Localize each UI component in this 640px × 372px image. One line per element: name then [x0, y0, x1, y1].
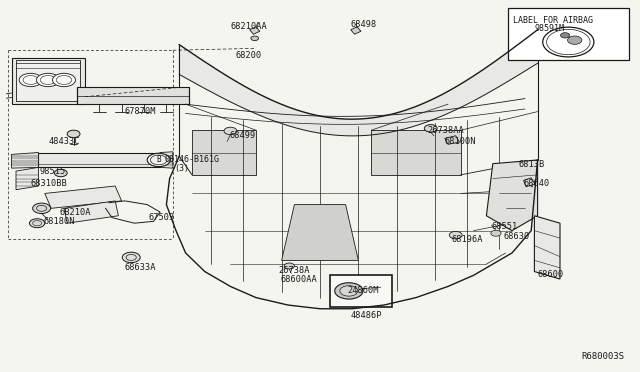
Polygon shape [16, 167, 38, 190]
Polygon shape [250, 27, 260, 34]
Text: 67870M: 67870M [125, 107, 156, 116]
Circle shape [29, 219, 45, 228]
Polygon shape [282, 205, 358, 260]
Text: 68210AA: 68210AA [230, 22, 267, 31]
Polygon shape [64, 201, 118, 223]
Circle shape [122, 252, 140, 263]
Circle shape [340, 286, 358, 296]
Circle shape [335, 283, 363, 299]
Text: R680003S: R680003S [581, 352, 624, 361]
Text: 68640: 68640 [524, 179, 550, 187]
Bar [371, 130, 461, 175]
Bar [508, 8, 629, 60]
Polygon shape [524, 178, 535, 187]
Text: 68499: 68499 [229, 131, 255, 140]
Polygon shape [45, 186, 122, 208]
Polygon shape [12, 153, 38, 168]
Bar [38, 153, 160, 167]
Text: (3): (3) [174, 164, 189, 173]
Text: 24860M: 24860M [348, 286, 379, 295]
Text: 68551: 68551 [492, 222, 518, 231]
Text: 68600AA: 68600AA [280, 275, 317, 284]
Circle shape [33, 203, 51, 214]
Circle shape [449, 231, 462, 239]
Circle shape [561, 33, 570, 38]
Text: 26738A: 26738A [278, 266, 310, 275]
Text: 68196A: 68196A [452, 235, 483, 244]
Text: 98515: 98515 [40, 167, 66, 176]
Text: 68310BB: 68310BB [31, 179, 67, 187]
Circle shape [54, 169, 67, 177]
Bar [330, 275, 392, 307]
Circle shape [52, 73, 76, 87]
Text: 98591M: 98591M [534, 24, 564, 33]
Polygon shape [445, 136, 460, 144]
Text: 6813B: 6813B [518, 160, 545, 169]
Circle shape [491, 230, 501, 236]
Text: 67503: 67503 [148, 213, 175, 222]
Circle shape [424, 125, 437, 132]
Circle shape [19, 73, 42, 87]
Circle shape [568, 36, 582, 44]
Text: LABEL FOR AIRBAG: LABEL FOR AIRBAG [513, 16, 593, 25]
Text: B: B [156, 155, 161, 164]
Bar [16, 60, 80, 101]
Bar [192, 130, 256, 175]
Text: 68200: 68200 [236, 51, 262, 60]
Text: 6B210A: 6B210A [60, 208, 91, 217]
Circle shape [147, 153, 170, 167]
Text: 68100N: 68100N [445, 137, 476, 146]
Text: 26738AA: 26738AA [428, 126, 464, 135]
Polygon shape [486, 160, 538, 231]
Text: 68600: 68600 [538, 270, 564, 279]
Polygon shape [534, 216, 560, 279]
Circle shape [543, 27, 594, 57]
Circle shape [36, 73, 60, 87]
Circle shape [224, 127, 237, 135]
Polygon shape [351, 27, 361, 34]
Text: 08146-B161G: 08146-B161G [164, 155, 220, 164]
Text: 48433C: 48433C [49, 137, 80, 146]
Circle shape [251, 36, 259, 41]
Text: 48486P: 48486P [351, 311, 382, 320]
Circle shape [67, 130, 80, 138]
Bar [77, 87, 189, 104]
Circle shape [284, 263, 294, 269]
Text: 68633A: 68633A [125, 263, 156, 272]
Text: 68498: 68498 [351, 20, 377, 29]
Polygon shape [160, 152, 173, 168]
Text: 68630: 68630 [503, 232, 529, 241]
Text: 68180N: 68180N [44, 217, 75, 226]
Bar [12, 58, 85, 104]
Polygon shape [179, 30, 538, 136]
